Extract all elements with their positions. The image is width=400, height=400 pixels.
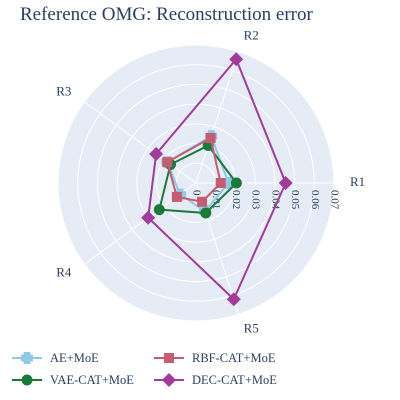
legend-item[interactable]: RBF-CAT+MoE <box>152 348 275 368</box>
data-point[interactable] <box>200 207 212 219</box>
series-rbf-cat-moe <box>162 133 226 207</box>
legend-symbol-vae <box>12 374 42 386</box>
legend-symbol-ae <box>12 352 42 364</box>
legend-label: VAE-CAT+MoE <box>50 372 134 387</box>
legend: AE+MoE VAE-CAT+MoE RBF-CAT+MoE DEC-CAT+M… <box>10 346 390 392</box>
legend-marker <box>162 373 176 387</box>
grid-spoke <box>84 101 197 184</box>
chart-title: Reference OMG: Reconstruction error <box>20 4 313 25</box>
grid-spoke <box>195 51 240 184</box>
radial-tick-label: 0 <box>190 190 202 196</box>
data-point[interactable] <box>278 176 293 190</box>
axis-label-r1: R1 <box>350 174 365 189</box>
data-point[interactable] <box>153 204 165 216</box>
radial-tick-label: 0.02 <box>230 190 242 209</box>
radial-tick-label: 0.03 <box>250 190 262 210</box>
data-point[interactable] <box>149 147 164 162</box>
angular-axis-labels: R1 R2 R3 R4 R5 <box>56 28 365 336</box>
radial-tick-label: 0.05 <box>289 190 301 210</box>
legend-symbol-rbf <box>154 353 184 363</box>
data-point[interactable] <box>229 52 244 67</box>
axis-label-r4: R4 <box>56 265 72 280</box>
data-point[interactable] <box>230 177 242 189</box>
radial-tick-label: 0.04 <box>269 190 281 210</box>
series-layer <box>141 52 293 307</box>
series-line <box>166 135 230 213</box>
radial-tick-label: 0.07 <box>328 190 340 210</box>
data-point[interactable] <box>197 196 208 207</box>
radial-tick-labels: 0 0.01 0.02 0.03 0.04 0.05 0.06 0.07 <box>190 190 340 210</box>
data-point[interactable] <box>171 191 182 202</box>
axis-label-r5: R5 <box>244 320 259 335</box>
series-line <box>147 58 287 301</box>
axis-label-r3: R3 <box>56 83 71 98</box>
data-point[interactable] <box>141 210 156 225</box>
data-point[interactable] <box>162 157 173 168</box>
legend-label: DEC-CAT+MoE <box>192 372 277 387</box>
legend-marker <box>21 352 33 364</box>
legend-label: RBF-CAT+MoE <box>192 350 276 365</box>
series-dec-cat-moe <box>141 52 293 307</box>
legend-item[interactable]: VAE-CAT+MoE <box>10 370 134 390</box>
data-point[interactable] <box>226 292 241 307</box>
legend-item[interactable]: AE+MoE <box>10 348 99 368</box>
legend-marker <box>164 353 174 363</box>
legend-item[interactable]: DEC-CAT+MoE <box>152 370 277 390</box>
data-point[interactable] <box>215 178 226 188</box>
data-point[interactable] <box>205 133 216 144</box>
radial-tick-label: 0.06 <box>309 190 321 210</box>
axis-label-r2: R2 <box>244 28 259 43</box>
legend-marker <box>21 374 33 386</box>
legend-symbol-dec <box>154 373 184 387</box>
legend-label: AE+MoE <box>50 350 99 365</box>
